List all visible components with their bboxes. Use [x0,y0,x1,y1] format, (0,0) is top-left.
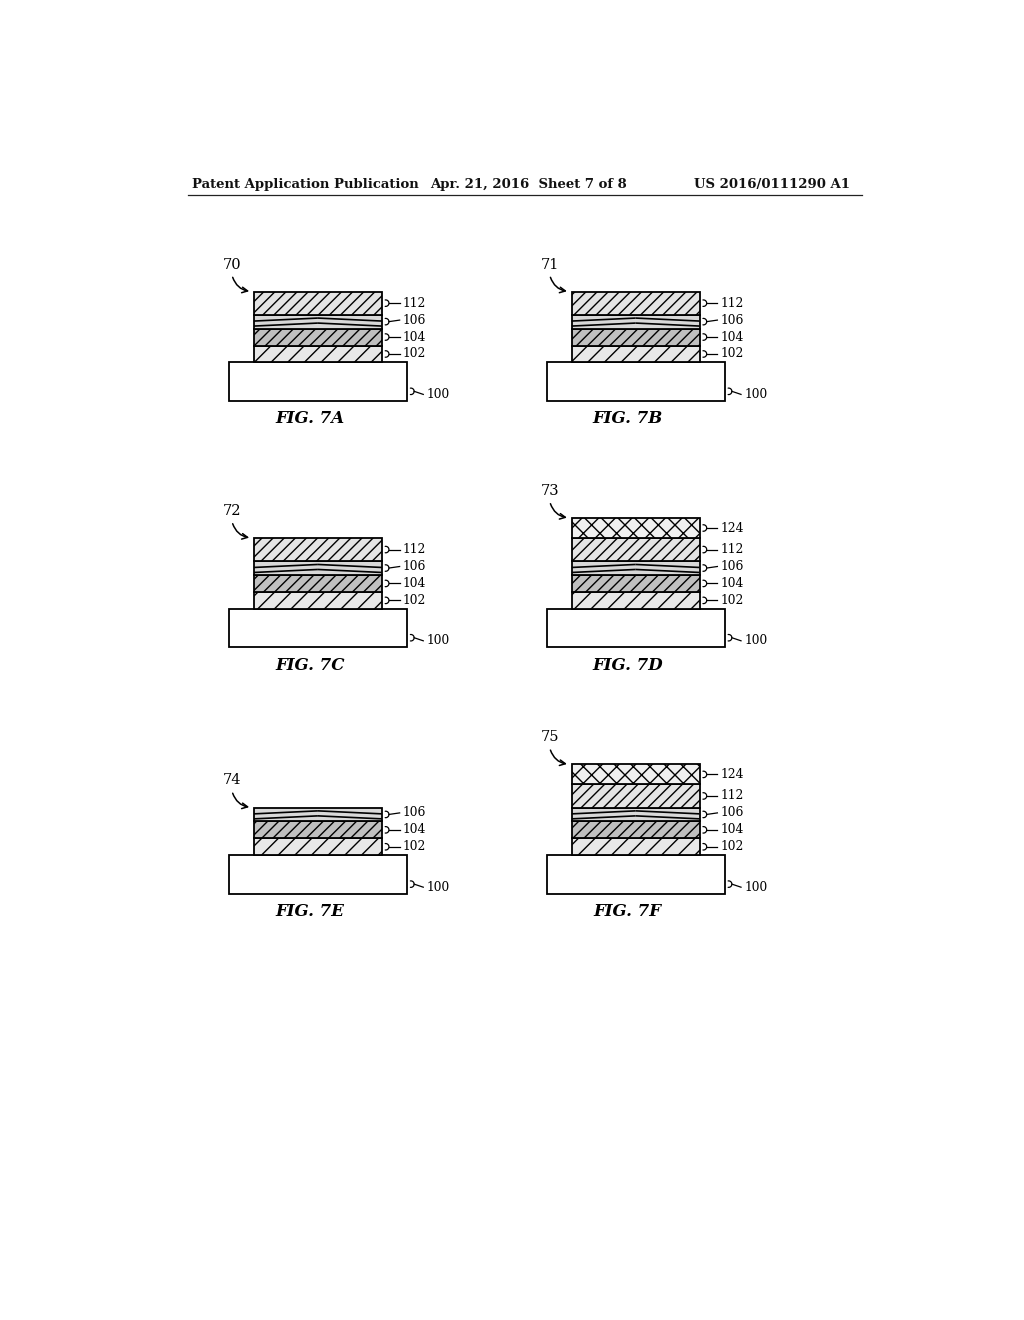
Text: 106: 106 [402,314,426,326]
Text: 100: 100 [744,880,767,894]
Text: 112: 112 [402,297,426,310]
Bar [571,838,699,855]
Text: 104: 104 [402,577,426,590]
Bar [547,609,725,647]
Text: 106: 106 [721,314,743,326]
Text: 124: 124 [721,768,744,781]
Bar [228,609,407,647]
Text: 102: 102 [721,594,743,607]
Text: FIG. 7D: FIG. 7D [593,656,664,673]
Text: 106: 106 [402,560,426,573]
Text: 70: 70 [222,257,242,272]
Bar [254,539,382,561]
Text: 104: 104 [721,824,743,837]
Text: 100: 100 [426,388,450,401]
Text: 102: 102 [402,841,426,853]
Text: 102: 102 [402,594,426,607]
Text: 112: 112 [721,543,743,556]
Text: 112: 112 [721,297,743,310]
Bar [571,561,699,576]
Bar [571,576,699,591]
Bar [571,517,699,539]
Bar [254,292,382,314]
Bar [571,292,699,314]
Text: 74: 74 [222,774,241,788]
Text: FIG. 7B: FIG. 7B [593,411,663,428]
Text: 102: 102 [402,347,426,360]
Bar [254,821,382,838]
Text: 104: 104 [402,824,426,837]
Bar [254,314,382,329]
Text: 100: 100 [744,388,767,401]
Text: US 2016/0111290 A1: US 2016/0111290 A1 [693,178,850,190]
Text: 104: 104 [721,330,743,343]
Bar [571,808,699,821]
Text: 106: 106 [721,560,743,573]
Text: 75: 75 [541,730,559,744]
Bar [571,591,699,609]
Text: 100: 100 [426,635,450,647]
Bar [571,821,699,838]
Bar [254,838,382,855]
Bar [254,808,382,821]
Bar [228,855,407,894]
Text: 104: 104 [721,577,743,590]
Bar [571,539,699,561]
Text: 102: 102 [721,841,743,853]
Text: 71: 71 [541,257,559,272]
Text: 106: 106 [721,807,743,820]
Bar [571,346,699,363]
Text: 124: 124 [721,521,744,535]
Text: 72: 72 [222,504,241,517]
Text: 104: 104 [402,330,426,343]
Text: 100: 100 [426,880,450,894]
Bar [254,329,382,346]
Bar [571,784,699,808]
Text: Apr. 21, 2016  Sheet 7 of 8: Apr. 21, 2016 Sheet 7 of 8 [430,178,627,190]
Bar [571,764,699,784]
Bar [547,363,725,401]
Bar [254,346,382,363]
Bar [254,591,382,609]
Bar [254,576,382,591]
Text: 102: 102 [721,347,743,360]
Bar [254,561,382,576]
Text: 112: 112 [402,543,426,556]
Text: FIG. 7E: FIG. 7E [275,903,344,920]
Text: 112: 112 [721,789,743,803]
Text: FIG. 7C: FIG. 7C [275,656,345,673]
Text: 73: 73 [541,484,559,498]
Bar [571,314,699,329]
Text: 106: 106 [402,807,426,820]
Bar [547,855,725,894]
Text: 100: 100 [744,635,767,647]
Text: FIG. 7A: FIG. 7A [275,411,345,428]
Text: Patent Application Publication: Patent Application Publication [191,178,418,190]
Bar [228,363,407,401]
Text: FIG. 7F: FIG. 7F [594,903,662,920]
Bar [571,329,699,346]
